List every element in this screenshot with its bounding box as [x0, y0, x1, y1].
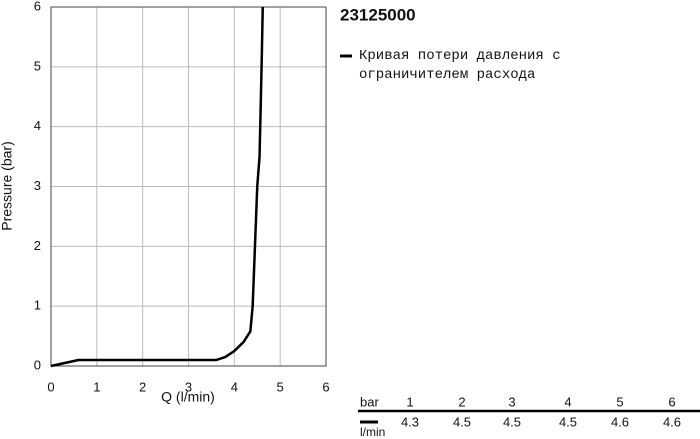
table-flow: 4.6 [611, 414, 629, 429]
y-tick-label: 5 [34, 58, 41, 73]
table-flow: 4.6 [663, 414, 681, 429]
table-pressure: 5 [616, 394, 623, 409]
table-flow: 4.5 [503, 414, 521, 429]
x-tick-label: 3 [185, 379, 192, 394]
table-pressure: 6 [668, 394, 675, 409]
table-pressure: 1 [406, 394, 413, 409]
x-tick-label: 6 [322, 379, 329, 394]
y-tick-label: 6 [34, 0, 41, 13]
y-tick-label: 3 [34, 178, 41, 193]
table-pressure-label: bar [360, 394, 379, 409]
table-pressure: 3 [508, 394, 515, 409]
y-tick-label: 2 [34, 238, 41, 253]
y-tick-label: 1 [34, 298, 41, 313]
table-pressure: 2 [458, 394, 465, 409]
x-tick-label: 0 [47, 379, 54, 394]
x-tick-label: 2 [139, 379, 146, 394]
table-flow: 4.5 [453, 414, 471, 429]
y-axis-label: Pressure (bar) [0, 141, 15, 230]
x-tick-label: 4 [231, 379, 238, 394]
x-tick-label: 5 [277, 379, 284, 394]
table-flow: 4.3 [401, 414, 419, 429]
y-tick-label: 0 [34, 357, 41, 372]
legend-label: Кривая потери давления с ограничителем р… [359, 48, 561, 83]
y-tick-label: 4 [34, 118, 41, 133]
table-flow-label: l/min [360, 425, 385, 439]
plot-frame [50, 6, 327, 367]
table-flow: 4.5 [559, 414, 577, 429]
table-pressure: 4 [564, 394, 571, 409]
x-axis-label: Q (l/min) [161, 389, 215, 405]
chart-title: 23125000 [340, 5, 416, 24]
x-tick-label: 1 [93, 379, 100, 394]
data-line [50, 6, 264, 368]
